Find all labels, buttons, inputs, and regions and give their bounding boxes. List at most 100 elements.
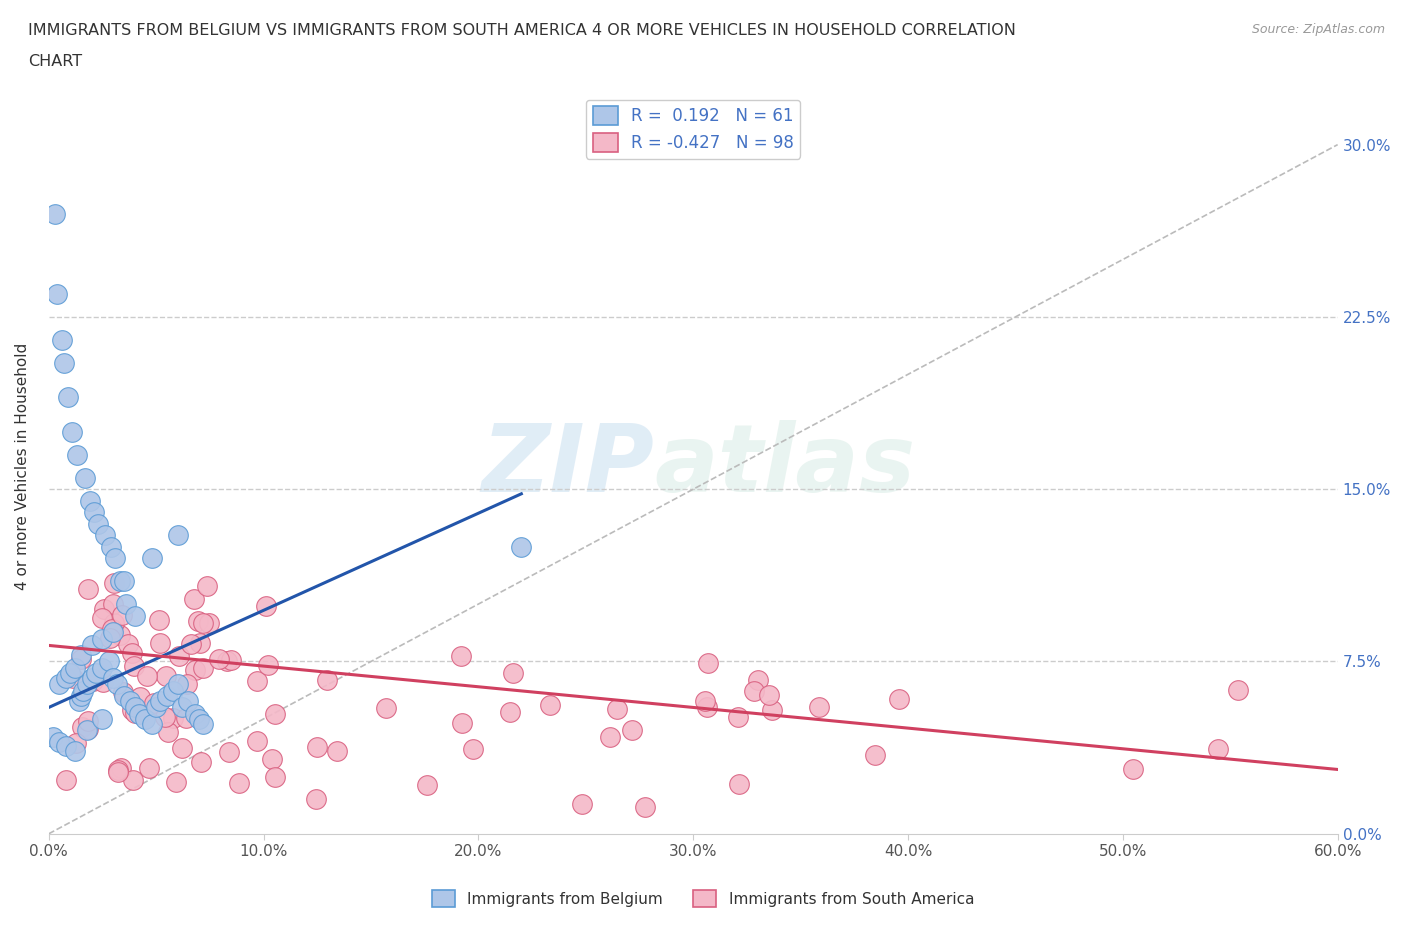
Point — [727, 710, 749, 724]
Point — [188, 711, 211, 726]
Point — [246, 734, 269, 749]
Point — [305, 792, 328, 807]
Point — [166, 527, 188, 542]
Point — [48, 677, 70, 692]
Point — [70, 647, 93, 662]
Point — [758, 687, 780, 702]
Point — [111, 607, 134, 622]
Point — [91, 711, 114, 726]
Point — [208, 652, 231, 667]
Point — [66, 447, 89, 462]
Point — [193, 716, 215, 731]
Point — [52, 355, 75, 370]
Point — [761, 703, 783, 718]
Point — [156, 688, 179, 703]
Point — [122, 658, 145, 673]
Point — [172, 741, 194, 756]
Point — [72, 720, 94, 735]
Point — [696, 700, 718, 715]
Point — [65, 736, 87, 751]
Point — [461, 741, 484, 756]
Point — [129, 690, 152, 705]
Point — [863, 748, 886, 763]
Point — [187, 613, 209, 628]
Point — [148, 613, 170, 628]
Point — [887, 691, 910, 706]
Point — [124, 700, 146, 715]
Point — [450, 649, 472, 664]
Point — [195, 578, 218, 593]
Point — [112, 688, 135, 703]
Point — [510, 539, 533, 554]
Point — [55, 773, 77, 788]
Point — [193, 661, 215, 676]
Point — [48, 735, 70, 750]
Point — [228, 776, 250, 790]
Point — [69, 652, 91, 667]
Point — [121, 703, 143, 718]
Point — [141, 551, 163, 565]
Point — [134, 711, 156, 726]
Point — [162, 684, 184, 698]
Point — [103, 616, 125, 631]
Point — [77, 581, 100, 596]
Point — [162, 711, 184, 725]
Text: ZIP: ZIP — [482, 420, 655, 512]
Point — [1206, 742, 1229, 757]
Point — [174, 711, 197, 725]
Point — [76, 723, 98, 737]
Point — [60, 424, 83, 439]
Point — [633, 799, 655, 814]
Point — [103, 576, 125, 591]
Point — [72, 684, 94, 698]
Point — [59, 666, 82, 681]
Point — [80, 671, 103, 685]
Point — [124, 608, 146, 623]
Point — [76, 677, 98, 692]
Point — [219, 652, 242, 667]
Point — [188, 635, 211, 650]
Point — [107, 763, 129, 777]
Point — [138, 761, 160, 776]
Point — [121, 646, 143, 661]
Point — [124, 706, 146, 721]
Point — [117, 636, 139, 651]
Point — [100, 539, 122, 554]
Point — [1122, 762, 1144, 777]
Point — [262, 751, 284, 766]
Point — [264, 706, 287, 721]
Point — [135, 669, 157, 684]
Point — [101, 621, 124, 636]
Point — [176, 677, 198, 692]
Point — [62, 671, 84, 685]
Point — [93, 601, 115, 616]
Point — [145, 700, 167, 715]
Text: Source: ZipAtlas.com: Source: ZipAtlas.com — [1251, 23, 1385, 36]
Point — [103, 624, 125, 639]
Point — [499, 704, 522, 719]
Y-axis label: 4 or more Vehicles in Household: 4 or more Vehicles in Household — [15, 342, 30, 590]
Point — [84, 666, 107, 681]
Point — [538, 698, 561, 712]
Point — [190, 754, 212, 769]
Point — [67, 693, 90, 708]
Point — [93, 527, 115, 542]
Point — [218, 745, 240, 760]
Point — [75, 471, 97, 485]
Point — [110, 627, 132, 642]
Point — [155, 669, 177, 684]
Point — [107, 677, 129, 692]
Point — [325, 743, 347, 758]
Point — [264, 770, 287, 785]
Point — [79, 493, 101, 508]
Point — [111, 684, 134, 699]
Point — [70, 688, 93, 703]
Point — [606, 701, 628, 716]
Point — [128, 707, 150, 722]
Point — [76, 721, 98, 736]
Point — [91, 674, 114, 689]
Point — [184, 662, 207, 677]
Text: atlas: atlas — [655, 420, 915, 512]
Point — [80, 638, 103, 653]
Text: IMMIGRANTS FROM BELGIUM VS IMMIGRANTS FROM SOUTH AMERICA 4 OR MORE VEHICLES IN H: IMMIGRANTS FROM BELGIUM VS IMMIGRANTS FR… — [28, 23, 1017, 38]
